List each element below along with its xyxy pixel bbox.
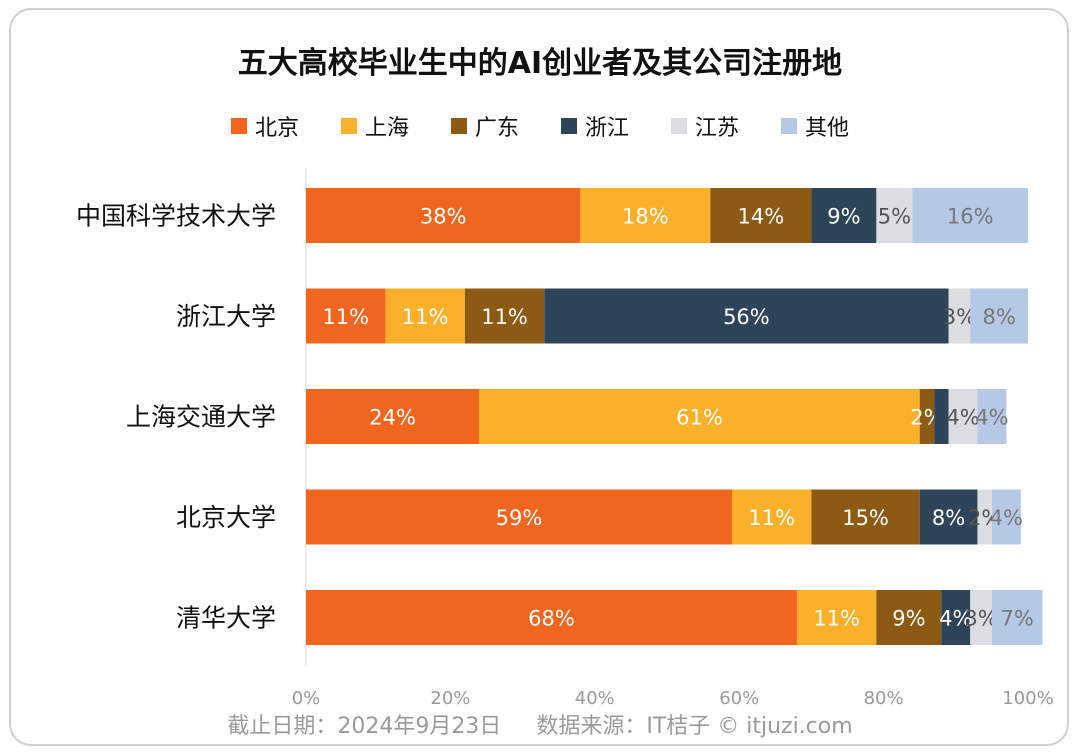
bar-segment [948,288,971,344]
category-label: 清华大学 [176,604,276,633]
bar-segment [464,288,545,344]
bar-segment [306,489,732,545]
bar-segment [306,188,581,243]
legend-swatch [781,118,798,134]
data-label: 14% [738,205,785,229]
legend-item: 浙江 [561,110,629,142]
bar-segment [977,489,992,545]
data-label: 15% [842,506,889,530]
bar-segment [385,288,465,344]
category-label: 浙江大学 [176,302,276,331]
x-tick-label: 20% [430,688,470,709]
data-label: 11% [813,607,860,631]
legend-label: 上海 [364,116,409,141]
chart-title: 五大高校毕业生中的AI创业者及其公司注册地 [237,46,843,81]
legend-swatch [671,118,688,134]
legend-item: 广东 [450,110,519,142]
category-label: 中国科学技术大学 [76,202,276,231]
data-label: 8% [932,506,965,530]
data-label: 4% [946,406,979,430]
data-label: 61% [676,406,723,430]
bar-segment [948,389,978,444]
bar-segment [306,590,797,645]
data-label: 7% [1001,607,1034,631]
data-label: 59% [496,506,543,530]
bar-segment [479,389,920,444]
footer: 截止日期：2024年9月23日 数据来源：IT桔子 © itjuzi.com [0,708,1080,740]
legend-swatch [450,118,467,134]
bar-segment [919,389,935,444]
data-label: 24% [369,406,416,430]
footer-source: 数据来源：IT桔子 © itjuzi.com [536,714,853,739]
bar-segment [811,188,877,243]
data-label: 4% [939,607,972,631]
data-label: 38% [420,205,467,229]
data-label: 4% [990,506,1023,530]
bar-segment [919,489,978,545]
chart-legend: 北京 上海 广东 浙江 江苏 其他 [0,110,1080,142]
bar-segment [811,489,920,545]
data-label: 18% [622,205,669,229]
footer-date: 截止日期：2024年9月23日 [227,714,502,739]
legend-label: 北京 [254,116,299,141]
x-tick-label: 80% [864,688,904,709]
x-tick-label: 40% [575,688,615,709]
legend-swatch [340,118,357,134]
bar-segment [991,590,1043,645]
legend-swatch [230,118,247,134]
bar-segment [934,389,949,444]
data-label: 56% [723,305,770,329]
bar-segment [876,590,942,645]
legend-label: 其他 [805,116,850,141]
legend-label: 浙江 [585,116,630,141]
data-label: 9% [892,607,925,631]
legend-item: 北京 [230,110,299,142]
data-label: 9% [827,205,860,229]
legend-label: 江苏 [695,116,740,141]
bar-segment [941,590,971,645]
bar-segment [970,288,1028,344]
bar-segment [876,188,913,243]
bar-segment [970,590,992,645]
category-label: 北京大学 [176,503,276,532]
bar-segment [306,288,386,344]
legend-swatch [561,118,577,134]
bar-segment [710,188,812,243]
data-label: 11% [402,305,449,329]
bar-segment [731,489,812,545]
bar-segment [544,288,949,344]
legend-item: 其他 [781,110,849,142]
data-label: 4% [975,406,1008,430]
x-tick-label: 60% [719,688,759,709]
data-label: 68% [528,607,575,631]
x-tick-label: 100% [1002,688,1053,709]
bar-segment [912,188,1028,243]
legend-label: 广东 [474,116,519,141]
bar-segment [580,188,711,243]
data-label: 11% [481,305,528,329]
data-label: 16% [947,205,994,229]
data-label: 5% [878,205,911,229]
bar-segment [306,389,480,444]
legend-item: 江苏 [671,110,739,142]
data-label: 11% [322,305,369,329]
bar-segment [977,389,1007,444]
x-tick-label: 0% [292,688,321,709]
bar-segment [796,590,877,645]
bar-segment [991,489,1021,545]
category-label: 上海交通大学 [126,403,276,432]
data-label: 8% [982,305,1015,329]
data-label: 11% [748,506,795,530]
legend-item: 上海 [340,110,409,142]
